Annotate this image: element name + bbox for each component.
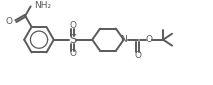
Text: O: O [6,17,13,26]
Text: O: O [69,49,76,58]
Text: NH₂: NH₂ [35,1,52,10]
Text: S: S [69,33,76,46]
Text: N: N [120,35,127,44]
Text: O: O [146,35,153,44]
Text: O: O [134,51,141,60]
Text: O: O [69,21,76,30]
